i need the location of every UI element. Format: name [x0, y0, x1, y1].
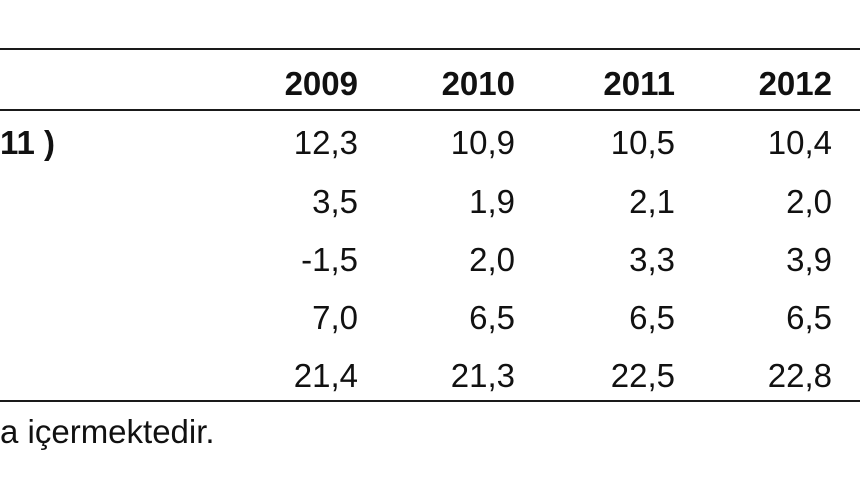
- table-top-rule: [0, 48, 860, 50]
- table-cell: 21,4: [293, 357, 358, 394]
- table-cell: 2,1: [629, 183, 675, 220]
- table-cell: 7,0: [312, 299, 358, 336]
- table-cell: 3,9: [786, 241, 832, 278]
- table-cell: 10,4: [767, 124, 832, 161]
- table-cell: 1,9: [469, 183, 515, 220]
- table-cell: -1,5: [301, 241, 358, 278]
- column-header-2012: 2012: [758, 65, 832, 102]
- table-cell: 6,5: [629, 299, 675, 336]
- table-cell: 22,8: [767, 357, 832, 394]
- row-label: 11 ): [0, 124, 56, 161]
- column-header-2010: 2010: [441, 65, 515, 102]
- table-cell: 12,3: [293, 124, 358, 161]
- column-header-2011: 2011: [603, 65, 675, 102]
- table-cell: 6,5: [469, 299, 515, 336]
- table-cell: 2,0: [469, 241, 515, 278]
- table-cell: 10,5: [610, 124, 675, 161]
- table-cell: 3,5: [312, 183, 358, 220]
- table-cell: 21,3: [450, 357, 515, 394]
- table-cell: 3,3: [629, 241, 675, 278]
- table-cell: 2,0: [786, 183, 832, 220]
- table-cell: 10,9: [450, 124, 515, 161]
- column-header-2009: 2009: [284, 65, 358, 102]
- table-cell: 22,5: [610, 357, 675, 394]
- table-header-rule: [0, 109, 860, 111]
- table-footnote: a içermektedir.: [0, 413, 215, 450]
- table-cell: 6,5: [786, 299, 832, 336]
- table-bottom-rule: [0, 400, 860, 402]
